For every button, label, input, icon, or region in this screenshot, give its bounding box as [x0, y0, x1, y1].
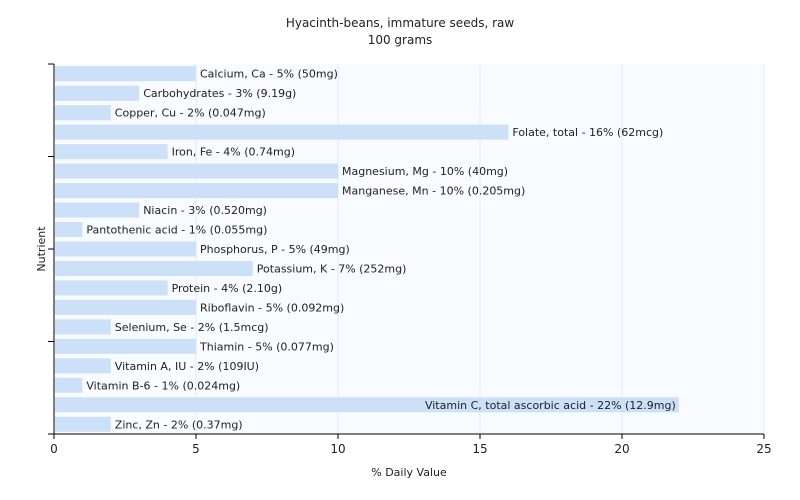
bar: [55, 397, 679, 413]
x-ticks: 0 5 10 15 20 25: [50, 434, 772, 456]
bar: [55, 85, 140, 101]
bar: [55, 66, 196, 82]
bar-label: Niacin - 3% (0.520mg): [143, 204, 267, 217]
bar-label: Potassium, K - 7% (252mg): [257, 262, 407, 275]
bar-label: Copper, Cu - 2% (0.047mg): [115, 107, 266, 120]
bar-label: Manganese, Mn - 10% (0.205mg): [342, 185, 525, 198]
x-tick-label: 15: [472, 442, 487, 456]
bar-label: Vitamin B-6 - 1% (0.024mg): [86, 379, 240, 392]
bar: [55, 124, 509, 140]
bar: [55, 338, 196, 354]
bar-label: Zinc, Zn - 2% (0.37mg): [115, 418, 243, 431]
bar-label: Protein - 4% (2.10g): [172, 282, 283, 295]
bar: [55, 222, 83, 238]
bar-label: Phosphorus, P - 5% (49mg): [200, 243, 350, 256]
bar: [55, 163, 338, 179]
x-axis-label: % Daily Value: [371, 466, 447, 479]
bar-label: Calcium, Ca - 5% (50mg): [200, 68, 338, 81]
bar-label: Vitamin C, total ascorbic acid - 22% (12…: [425, 399, 676, 412]
bar: [55, 358, 111, 374]
bar: [55, 105, 111, 121]
bar: [55, 280, 168, 296]
bar: [55, 183, 338, 199]
chart-subtitle: 100 grams: [368, 33, 433, 47]
x-tick-label: 0: [50, 442, 58, 456]
bar: [55, 144, 168, 160]
bar-label: Vitamin A, IU - 2% (109IU): [115, 360, 259, 373]
x-tick-label: 5: [192, 442, 200, 456]
y-axis-label: Nutrient: [35, 226, 48, 272]
bar-label: Pantothenic acid - 1% (0.055mg): [86, 224, 267, 237]
bar-label: Selenium, Se - 2% (1.5mcg): [115, 321, 269, 334]
bar-label: Magnesium, Mg - 10% (40mg): [342, 165, 508, 178]
bar-label: Folate, total - 16% (62mcg): [512, 126, 663, 139]
bar: [55, 416, 111, 432]
bar: [55, 377, 83, 393]
bar-label: Thiamin - 5% (0.077mg): [199, 340, 334, 353]
bar: [55, 202, 140, 218]
bar-labels: Calcium, Ca - 5% (50mg) Carbohydrates - 3…: [86, 68, 675, 432]
bar-label: Riboflavin - 5% (0.092mg): [200, 301, 344, 314]
bar: [55, 241, 196, 257]
x-tick-label: 10: [330, 442, 345, 456]
bar-label: Iron, Fe - 4% (0.74mg): [172, 146, 295, 159]
chart-title: Hyacinth-beans, immature seeds, raw: [286, 16, 515, 30]
bars: [55, 66, 679, 432]
bar-label: Carbohydrates - 3% (9.19g): [143, 87, 296, 100]
bar: [55, 319, 111, 335]
bar: [55, 260, 253, 276]
y-ticks: [48, 63, 54, 435]
x-tick-label: 25: [756, 442, 771, 456]
x-tick-label: 20: [614, 442, 629, 456]
bar: [55, 299, 196, 315]
